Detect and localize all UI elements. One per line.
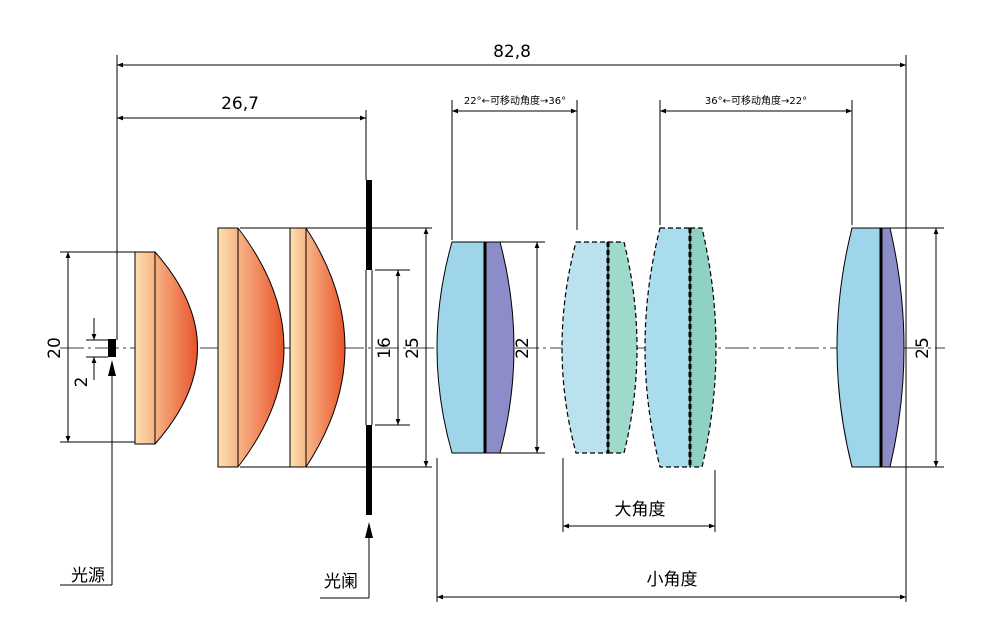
dimension-label: 26,7 [221,94,259,114]
dimension-label: 36°←可移动角度→22° [705,94,807,107]
arrow [365,522,373,538]
callout-label: 光源 [71,566,105,586]
dimension-label: 大角度 [615,500,666,520]
aperture-leader [320,535,370,599]
callout-label: 光阑 [324,572,358,592]
aperture-stop [365,180,373,515]
dimension-label: 20 [45,337,65,359]
dimension-label: 2 [72,377,92,388]
dimension-label: 82,8 [493,42,531,62]
light-source [108,339,116,357]
arrow [108,360,116,376]
dimension-label: 16 [375,337,395,359]
dimension-label: 小角度 [647,570,698,590]
source-leader [60,362,113,586]
dimension-label: 22 [513,337,533,359]
dimension-label: 25 [403,337,423,359]
dimension-label: 25 [913,337,933,359]
lens-group [836,227,905,468]
dimension-label: 22°←可移动角度→36° [464,94,566,107]
lens-group [436,241,515,454]
lens-group-dashed [561,241,638,454]
lens-group-dashed [644,227,717,468]
dimension-lines [65,62,939,600]
condenser-lenses [134,227,346,468]
